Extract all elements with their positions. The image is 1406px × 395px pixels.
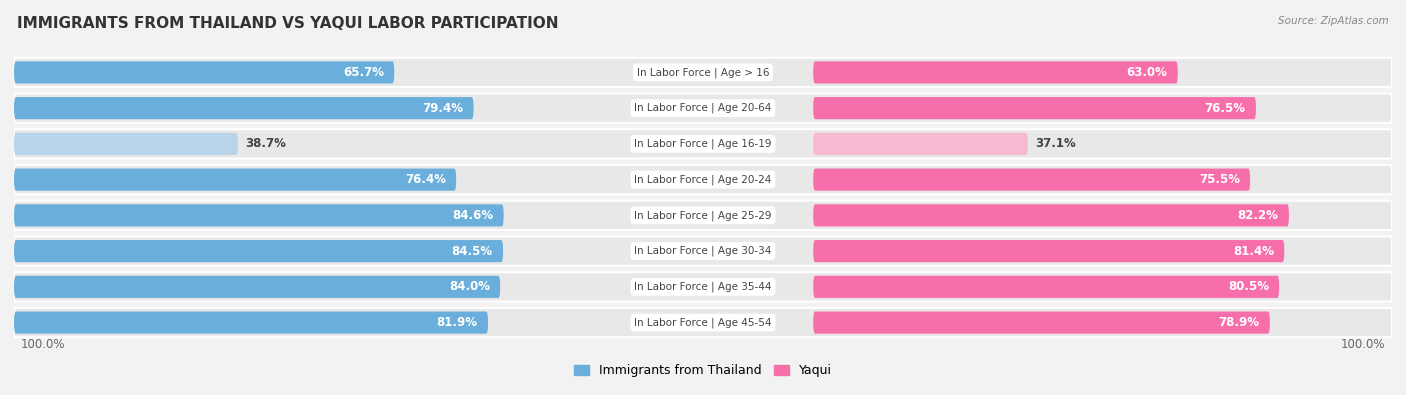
Text: In Labor Force | Age 20-24: In Labor Force | Age 20-24: [634, 174, 772, 185]
FancyBboxPatch shape: [14, 312, 488, 334]
Text: In Labor Force | Age 16-19: In Labor Force | Age 16-19: [634, 139, 772, 149]
FancyBboxPatch shape: [813, 169, 1250, 191]
Text: 100.0%: 100.0%: [21, 338, 66, 351]
Text: Source: ZipAtlas.com: Source: ZipAtlas.com: [1278, 16, 1389, 26]
FancyBboxPatch shape: [813, 240, 1284, 262]
FancyBboxPatch shape: [813, 133, 1028, 155]
FancyBboxPatch shape: [14, 165, 1392, 194]
Text: In Labor Force | Age > 16: In Labor Force | Age > 16: [637, 67, 769, 78]
Text: In Labor Force | Age 35-44: In Labor Force | Age 35-44: [634, 282, 772, 292]
Text: In Labor Force | Age 45-54: In Labor Force | Age 45-54: [634, 317, 772, 328]
FancyBboxPatch shape: [813, 276, 1279, 298]
FancyBboxPatch shape: [14, 169, 456, 191]
FancyBboxPatch shape: [14, 58, 1392, 87]
Text: 76.4%: 76.4%: [405, 173, 446, 186]
FancyBboxPatch shape: [14, 94, 1392, 123]
FancyBboxPatch shape: [813, 97, 1256, 119]
Legend: Immigrants from Thailand, Yaqui: Immigrants from Thailand, Yaqui: [574, 364, 832, 377]
FancyBboxPatch shape: [14, 133, 238, 155]
Text: IMMIGRANTS FROM THAILAND VS YAQUI LABOR PARTICIPATION: IMMIGRANTS FROM THAILAND VS YAQUI LABOR …: [17, 16, 558, 31]
Text: 63.0%: 63.0%: [1126, 66, 1167, 79]
Text: 38.7%: 38.7%: [245, 137, 285, 150]
Text: 78.9%: 78.9%: [1219, 316, 1260, 329]
FancyBboxPatch shape: [14, 61, 394, 83]
FancyBboxPatch shape: [14, 240, 503, 262]
FancyBboxPatch shape: [813, 312, 1270, 334]
FancyBboxPatch shape: [14, 308, 1392, 337]
Text: In Labor Force | Age 20-64: In Labor Force | Age 20-64: [634, 103, 772, 113]
Text: 65.7%: 65.7%: [343, 66, 384, 79]
FancyBboxPatch shape: [14, 201, 1392, 230]
Text: 80.5%: 80.5%: [1227, 280, 1268, 293]
Text: 84.6%: 84.6%: [453, 209, 494, 222]
Text: 81.9%: 81.9%: [437, 316, 478, 329]
FancyBboxPatch shape: [813, 61, 1178, 83]
Text: In Labor Force | Age 30-34: In Labor Force | Age 30-34: [634, 246, 772, 256]
Text: 84.0%: 84.0%: [449, 280, 489, 293]
Text: 82.2%: 82.2%: [1237, 209, 1278, 222]
FancyBboxPatch shape: [14, 97, 474, 119]
FancyBboxPatch shape: [14, 129, 1392, 158]
Text: 76.5%: 76.5%: [1205, 102, 1246, 115]
FancyBboxPatch shape: [14, 276, 501, 298]
Text: In Labor Force | Age 25-29: In Labor Force | Age 25-29: [634, 210, 772, 221]
FancyBboxPatch shape: [14, 237, 1392, 266]
FancyBboxPatch shape: [14, 204, 503, 226]
Text: 81.4%: 81.4%: [1233, 245, 1274, 258]
Text: 37.1%: 37.1%: [1035, 137, 1076, 150]
Text: 100.0%: 100.0%: [1340, 338, 1385, 351]
Text: 79.4%: 79.4%: [422, 102, 463, 115]
FancyBboxPatch shape: [813, 204, 1289, 226]
Text: 84.5%: 84.5%: [451, 245, 492, 258]
Text: 75.5%: 75.5%: [1199, 173, 1240, 186]
FancyBboxPatch shape: [14, 272, 1392, 301]
